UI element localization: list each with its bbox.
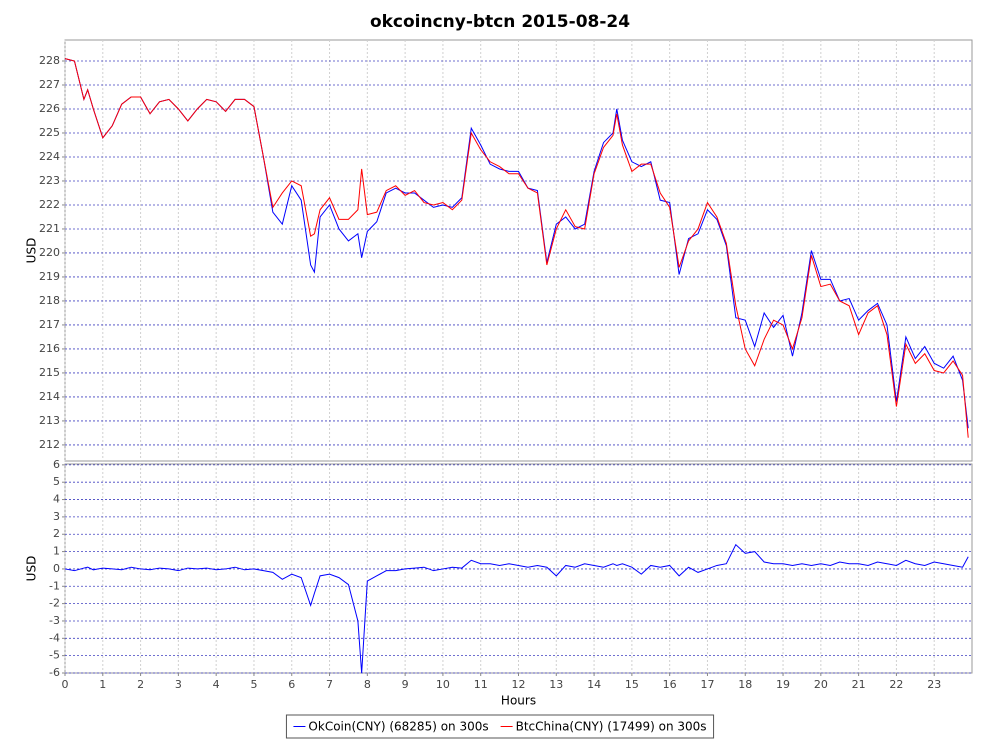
x-tick-label: 2 <box>137 678 144 691</box>
x-tick-label: 18 <box>738 678 752 691</box>
x-tick-label: 11 <box>474 678 488 691</box>
series-line <box>64 543 969 674</box>
y-tick-label: 214 <box>39 390 60 403</box>
y-tick-label: -4 <box>49 631 60 644</box>
y-tick-label: 224 <box>39 150 60 163</box>
x-tick-label: 12 <box>512 678 526 691</box>
y-tick-label: 225 <box>39 126 60 139</box>
x-tick-label: 14 <box>587 678 601 691</box>
y-tick-label: -2 <box>49 597 60 610</box>
x-tick-label: 10 <box>436 678 450 691</box>
y-tick-label: 220 <box>39 246 60 259</box>
legend-box <box>285 714 715 739</box>
x-tick-label: 5 <box>250 678 257 691</box>
y-tick-label: 228 <box>39 54 60 67</box>
y-tick-label: -6 <box>49 666 60 679</box>
x-tick-label: 7 <box>326 678 333 691</box>
y-tick-label: 2 <box>53 527 60 540</box>
y-axis-label: USD <box>25 238 39 264</box>
series-line <box>64 58 969 438</box>
y-tick-label: 5 <box>53 475 60 488</box>
y-tick-label: 0 <box>53 562 60 575</box>
x-tick-label: 4 <box>213 678 220 691</box>
y-tick-label: 4 <box>53 493 60 506</box>
y-tick-label: 222 <box>39 198 60 211</box>
y-tick-label: -5 <box>49 649 60 662</box>
x-tick-label: 20 <box>814 678 828 691</box>
x-tick-label: 8 <box>364 678 371 691</box>
y-tick-label: 213 <box>39 414 60 427</box>
legend: OkCoin(CNY) (68285) on 300s BtcChina(CNY)… <box>285 714 715 739</box>
legend-label: OkCoin(CNY) (68285) on 300s <box>308 720 488 734</box>
chart-title: okcoincny-btcn 2015-08-24 <box>370 12 630 32</box>
y-tick-label: 217 <box>39 318 60 331</box>
y-tick-label: 226 <box>39 102 60 115</box>
y-tick-label: 221 <box>39 222 60 235</box>
x-axis-label: Hours <box>501 694 536 708</box>
x-tick-label: 3 <box>175 678 182 691</box>
x-tick-label: 21 <box>852 678 866 691</box>
legend-label: BtcChina(CNY) (17499) on 300s <box>516 720 707 734</box>
y-tick-label: 218 <box>39 294 60 307</box>
y-tick-label: 6 <box>53 458 60 471</box>
x-tick-label: 1 <box>99 678 106 691</box>
y-axis-label: USD <box>25 556 39 582</box>
x-tick-label: 6 <box>288 678 295 691</box>
plot-area <box>64 39 973 462</box>
x-tick-label: 23 <box>927 678 941 691</box>
x-tick-label: 15 <box>625 678 639 691</box>
y-tick-label: 1 <box>53 545 60 558</box>
x-tick-label: 13 <box>549 678 563 691</box>
x-tick-label: 0 <box>62 678 69 691</box>
y-tick-label: 212 <box>39 438 60 451</box>
x-tick-label: 22 <box>889 678 903 691</box>
x-tick-label: 17 <box>700 678 714 691</box>
x-tick-label: 19 <box>776 678 790 691</box>
x-tick-label: 9 <box>402 678 409 691</box>
y-tick-label: -3 <box>49 614 60 627</box>
y-tick-label: 3 <box>53 510 60 523</box>
x-tick-label: 16 <box>663 678 677 691</box>
y-tick-label: 219 <box>39 270 60 283</box>
y-tick-label: -1 <box>49 579 60 592</box>
y-tick-label: 216 <box>39 342 60 355</box>
y-tick-label: 215 <box>39 366 60 379</box>
y-tick-label: 227 <box>39 78 60 91</box>
y-tick-label: 223 <box>39 174 60 187</box>
